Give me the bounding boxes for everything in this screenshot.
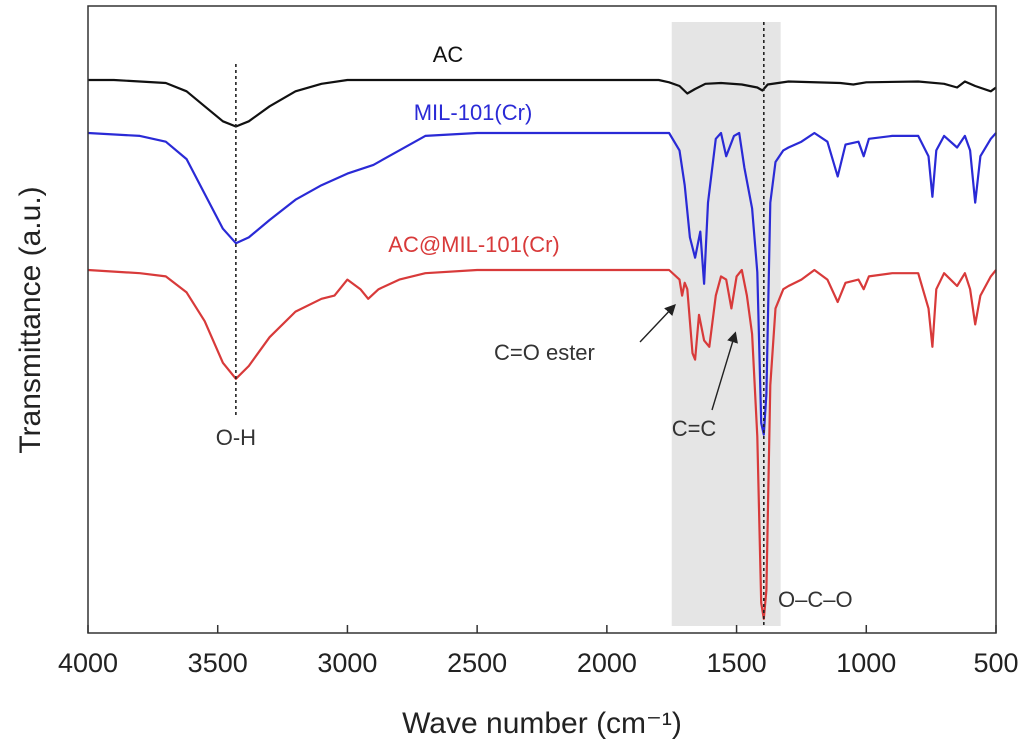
plot-frame [87, 5, 997, 634]
x-tick-label-2: 3000 [317, 648, 377, 678]
x-tick-label-1: 3500 [188, 648, 248, 678]
annotations: C=O ester C=C [494, 303, 738, 441]
series-label-1: MIL-101(Cr) [414, 100, 533, 125]
x-tick-label-4: 2000 [577, 648, 637, 678]
x-axis-title: Wave number (cm⁻¹) [402, 707, 682, 740]
x-tick-label-6: 1000 [836, 648, 896, 678]
x-tick-label-5: 1500 [707, 648, 767, 678]
series-label-2: AC@MIL-101(Cr) [388, 232, 559, 257]
x-axis-ticks: 4000 3500 3000 2500 2000 1500 1000 500 [58, 625, 1019, 678]
series-line-2 [87, 268, 997, 620]
series-label-0: AC [433, 42, 464, 67]
x-tick-label-3: 2500 [447, 648, 507, 678]
annotation-label-1: C=C [672, 416, 717, 441]
ref-label-1: O–C–O [778, 587, 853, 612]
series-line-0 [88, 78, 997, 128]
y-axis-title: Transmittance (a.u.) [14, 186, 47, 453]
annotation-label-0: C=O ester [494, 340, 595, 365]
annotation-arrow-0 [639, 303, 676, 343]
reference-lines: O-H O–C–O [216, 22, 853, 626]
plot-lines: AC MIL-101(Cr) AC@MIL-101(Cr) [87, 42, 997, 620]
annotation-arrow-1 [711, 331, 738, 411]
ref-label-0: O-H [216, 425, 256, 450]
x-tick-label-7: 500 [973, 648, 1018, 678]
series-line-1 [87, 131, 997, 436]
x-tick-label-0: 4000 [58, 648, 118, 678]
